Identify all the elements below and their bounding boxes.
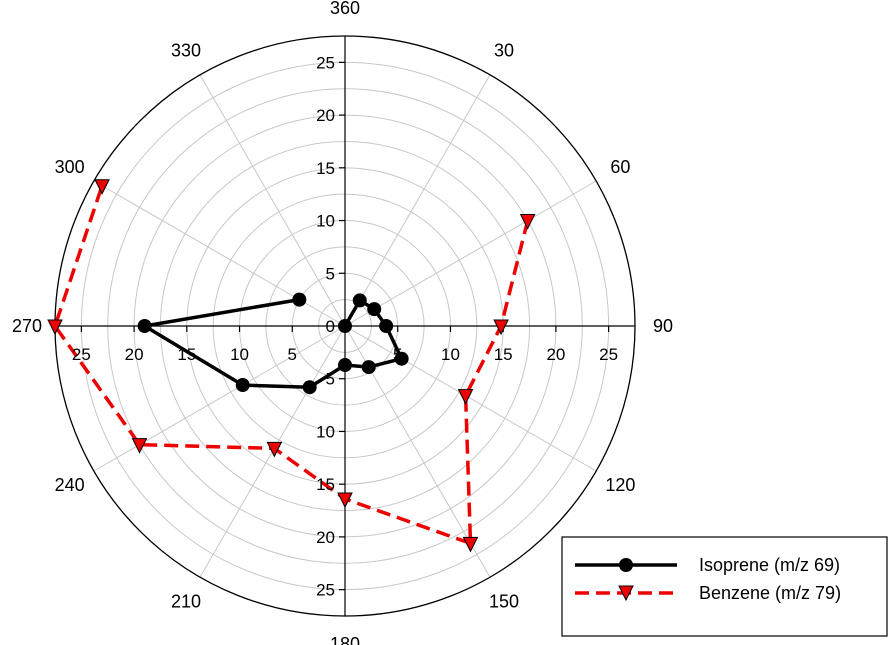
radial-tick-label: 5 bbox=[393, 345, 402, 364]
data-point bbox=[457, 389, 474, 405]
legend-label-benzene: Benzene (m/z 79) bbox=[699, 583, 841, 603]
radial-tick-label: 25 bbox=[316, 53, 335, 72]
angle-label: 120 bbox=[605, 475, 635, 495]
axis-labels: 0 5 5 5 5 10 10 10 10 15 15 15 15 20 20 20 20 25 25 25 25 360… bbox=[12, 0, 673, 645]
legend-entry-benzene: Benzene (m/z 79) bbox=[575, 583, 841, 603]
data-point bbox=[131, 438, 148, 454]
data-point bbox=[519, 214, 536, 230]
radial-tick-label: 5 bbox=[288, 345, 297, 364]
legend-marker-benzene bbox=[618, 585, 634, 602]
radial-tick-label: 20 bbox=[125, 345, 144, 364]
data-point bbox=[352, 293, 367, 308]
data-point bbox=[137, 319, 152, 333]
radial-tick-label: 25 bbox=[72, 345, 91, 364]
series-isoprene bbox=[137, 292, 409, 395]
grid-spoke bbox=[344, 180, 597, 327]
radial-tick-label: 15 bbox=[316, 475, 335, 494]
radial-tick-label: 10 bbox=[441, 345, 460, 364]
radial-tick-label: 20 bbox=[316, 106, 335, 125]
angle-label: 240 bbox=[55, 475, 85, 495]
radial-tick-label: 0 bbox=[326, 317, 335, 336]
legend-marker-isoprene bbox=[619, 558, 633, 572]
legend: Isoprene (m/z 69) Benzene (m/z 79) bbox=[561, 536, 888, 637]
data-point bbox=[394, 351, 409, 366]
data-point bbox=[292, 292, 307, 307]
angle-label: 270 bbox=[12, 316, 42, 336]
data-point bbox=[462, 536, 479, 553]
data-point bbox=[367, 302, 382, 317]
angle-label: 360 bbox=[330, 0, 360, 18]
angle-label: 300 bbox=[55, 157, 85, 177]
legend-label-isoprene: Isoprene (m/z 69) bbox=[699, 555, 840, 575]
legend-box bbox=[561, 536, 888, 637]
radial-tick-label: 10 bbox=[230, 345, 249, 364]
data-point bbox=[266, 441, 283, 458]
data-point bbox=[94, 179, 110, 195]
radial-tick-label: 25 bbox=[599, 345, 618, 364]
angle-label: 60 bbox=[610, 157, 630, 177]
angle-label: 30 bbox=[494, 41, 514, 61]
radial-tick-label: 10 bbox=[316, 422, 335, 441]
data-point bbox=[338, 319, 352, 333]
radial-tick-label: 20 bbox=[546, 345, 565, 364]
radial-tick-label: 10 bbox=[316, 212, 335, 231]
series-benzene bbox=[47, 179, 536, 553]
data-point bbox=[379, 319, 394, 333]
radial-tick-label: 5 bbox=[326, 370, 335, 389]
data-point bbox=[338, 358, 352, 373]
radial-tick-label: 15 bbox=[177, 345, 196, 364]
angle-label: 210 bbox=[171, 591, 201, 611]
legend-entry-isoprene: Isoprene (m/z 69) bbox=[575, 555, 840, 575]
angle-label: 150 bbox=[489, 591, 519, 611]
radial-tick-label: 5 bbox=[326, 264, 335, 283]
radial-tick-label: 25 bbox=[316, 581, 335, 600]
data-point bbox=[235, 378, 250, 393]
data-point bbox=[361, 360, 376, 375]
radial-tick-label: 15 bbox=[316, 159, 335, 178]
grid-spoke bbox=[93, 325, 346, 472]
data-point bbox=[47, 319, 63, 336]
grid-spoke bbox=[344, 74, 491, 327]
data-point bbox=[302, 380, 317, 395]
radial-tick-label: 15 bbox=[494, 345, 513, 364]
angle-label: 90 bbox=[653, 316, 673, 336]
data-point bbox=[493, 319, 509, 336]
data-point bbox=[337, 492, 353, 509]
grid-spoke bbox=[199, 74, 346, 327]
grid-spoke bbox=[344, 325, 597, 472]
series-line bbox=[142, 297, 404, 389]
data-series bbox=[47, 179, 536, 553]
series-line bbox=[53, 185, 530, 546]
radial-tick-label: 20 bbox=[316, 528, 335, 547]
angle-label: 180 bbox=[330, 634, 360, 645]
angle-label: 330 bbox=[171, 41, 201, 61]
grid-spoke bbox=[93, 180, 346, 327]
